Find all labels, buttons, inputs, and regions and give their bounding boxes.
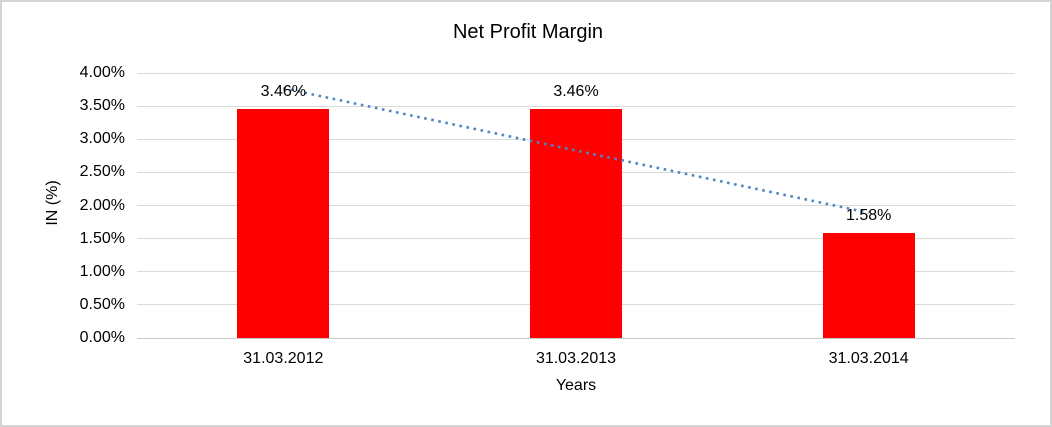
y-tick-label: 1.00% <box>79 262 125 280</box>
bar-data-label: 3.46% <box>260 82 307 100</box>
bar <box>237 108 330 338</box>
y-tick-label: 0.50% <box>79 295 125 313</box>
x-tick-label: 31.03.2013 <box>535 350 617 367</box>
bar-data-label: 3.46% <box>553 82 599 100</box>
y-tick-label: 1.50% <box>79 229 125 247</box>
chart-title: Net Profit Margin <box>452 21 604 43</box>
y-tick-label: 2.00% <box>79 196 125 214</box>
y-tick-label: 4.00% <box>79 64 125 81</box>
gridline <box>137 72 1015 74</box>
x-axis-title: Years <box>555 377 597 394</box>
bar-data-label: 1.58% <box>845 207 892 225</box>
x-tick-label: 31.03.2012 <box>243 350 324 367</box>
y-tick-label: 2.50% <box>79 163 125 181</box>
bar <box>822 233 915 338</box>
y-tick-label: 3.50% <box>79 97 125 115</box>
gridline <box>137 105 1015 107</box>
y-tick-label: 0.00% <box>79 329 125 346</box>
y-tick-label: 3.00% <box>79 130 125 148</box>
x-tick-label: 31.03.2014 <box>828 350 909 367</box>
gridline <box>137 337 1015 339</box>
bar <box>530 108 622 338</box>
